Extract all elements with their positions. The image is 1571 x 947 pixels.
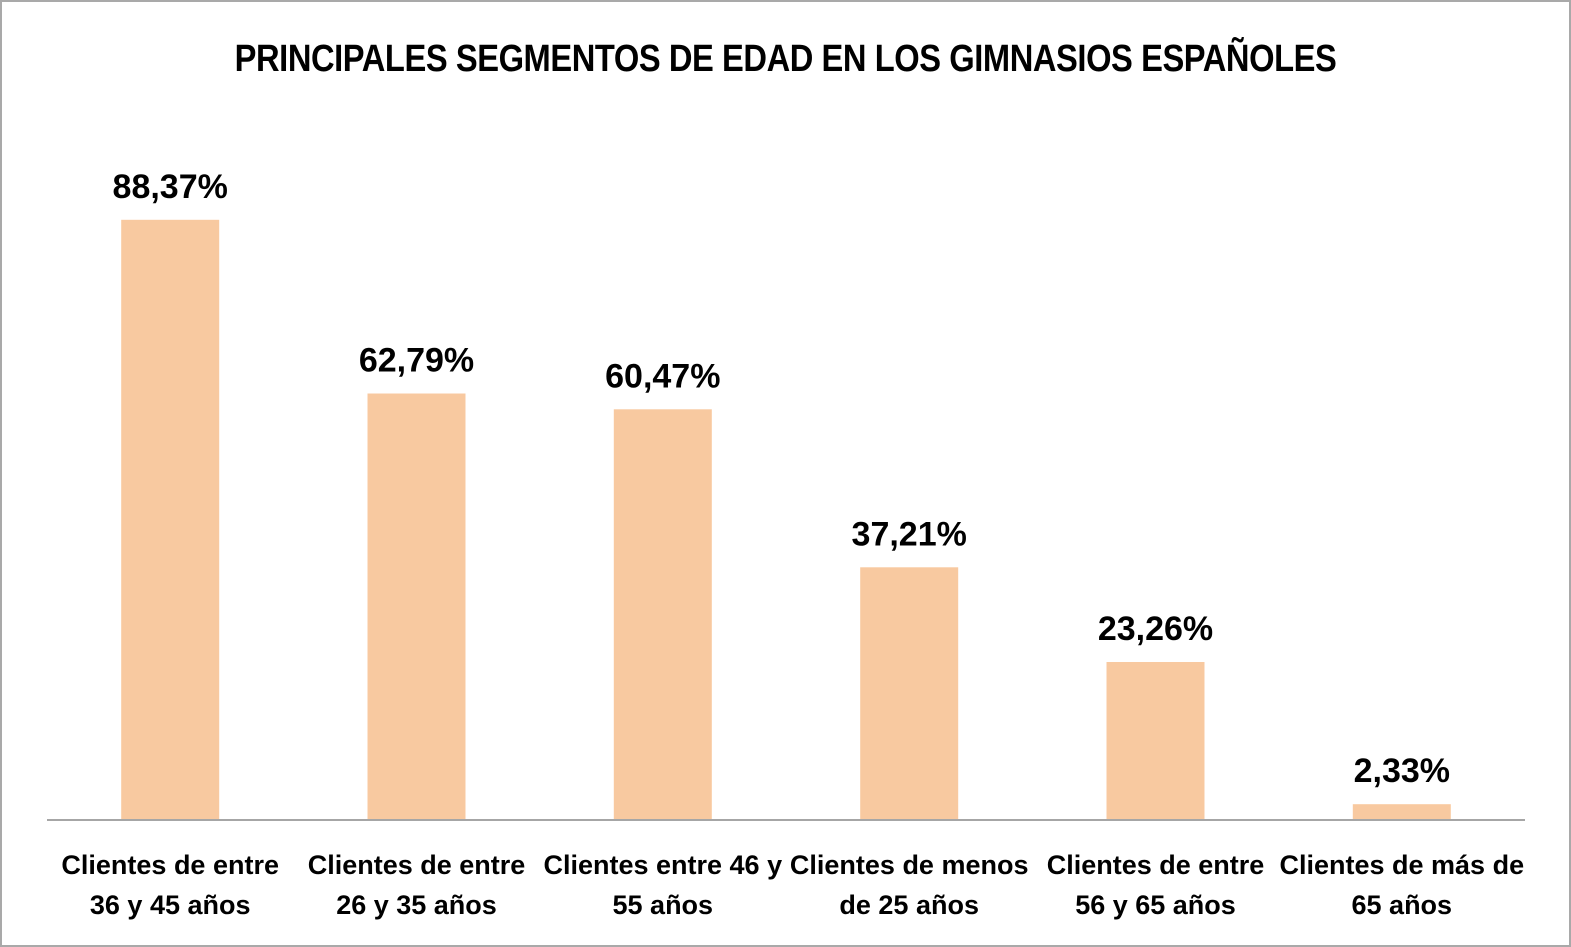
category-label-1-line-2: 36 y 45 años: [90, 890, 251, 920]
data-label-5: 23,26%: [1098, 610, 1213, 648]
category-label-3-line-2: 55 años: [613, 890, 714, 920]
bar-5: [1106, 662, 1205, 820]
category-label-2-line-2: 26 y 35 años: [336, 890, 497, 920]
category-label-6-line-1: Clientes de más de: [1279, 850, 1524, 880]
category-label-4-line-1: Clientes de menos: [790, 850, 1029, 880]
data-label-4: 37,21%: [852, 515, 967, 553]
category-label-4-line-2: de 25 años: [839, 890, 979, 920]
category-label-2-line-1: Clientes de entre: [308, 850, 526, 880]
bar-4: [860, 567, 959, 820]
category-label-6-line-2: 65 años: [1352, 890, 1453, 920]
bar-2: [367, 393, 466, 820]
data-label-1: 88,37%: [113, 168, 228, 206]
data-label-3: 60,47%: [605, 357, 720, 395]
data-label-2: 62,79%: [359, 342, 474, 380]
category-label-1-line-1: Clientes de entre: [61, 850, 279, 880]
category-label-5-line-1: Clientes de entre: [1047, 850, 1265, 880]
bar-1: [121, 219, 220, 821]
chart-title: PRINCIPALES SEGMENTOS DE EDAD EN LOS GIM…: [234, 38, 1337, 80]
bar-6: [1352, 804, 1451, 820]
category-label-5-line-2: 56 y 65 años: [1075, 890, 1236, 920]
data-label-6: 2,33%: [1354, 752, 1450, 790]
category-label-3-line-1: Clientes entre 46 y: [543, 850, 782, 880]
bar-3: [613, 409, 712, 820]
